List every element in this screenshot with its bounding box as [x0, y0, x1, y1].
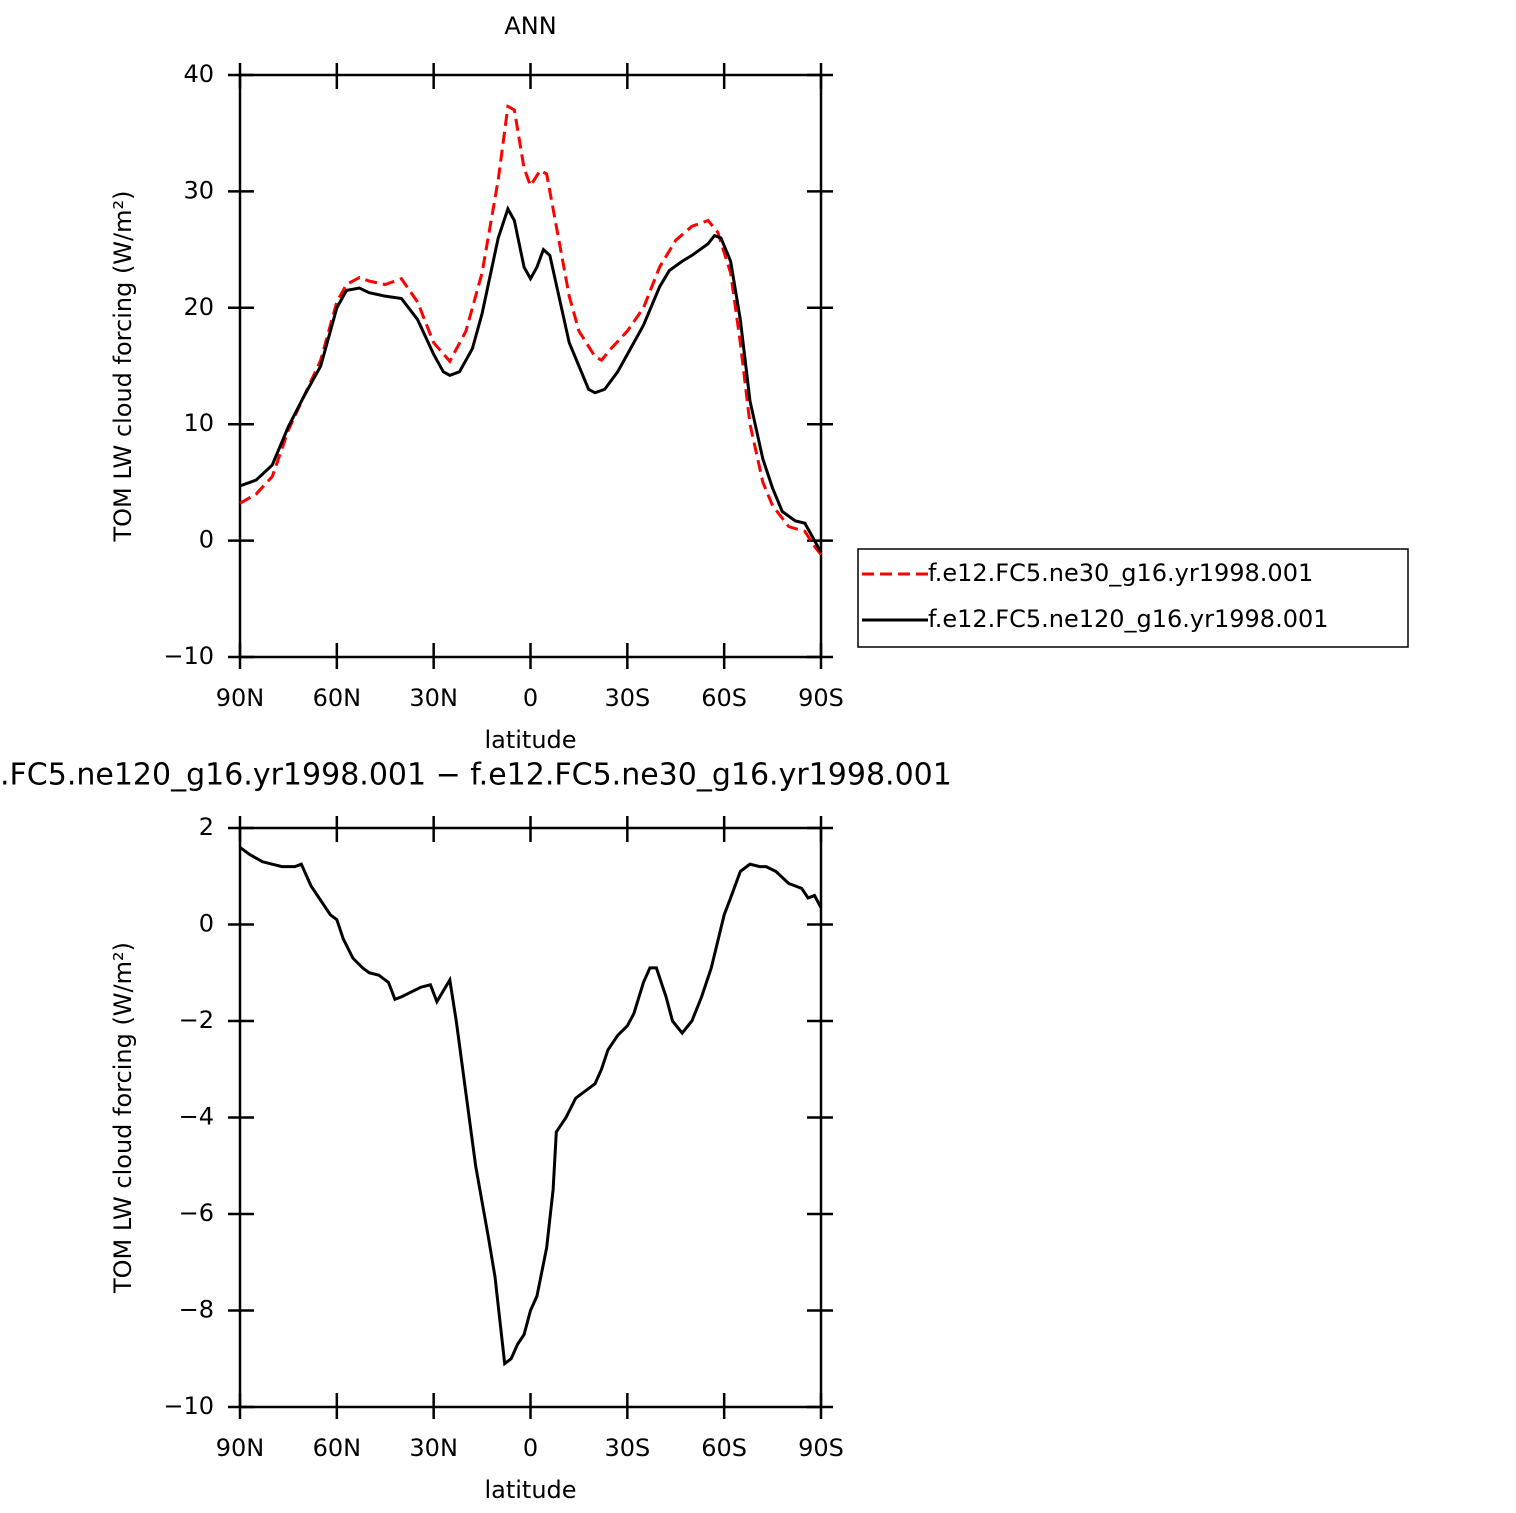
legend-label: f.e12.FC5.ne30_g16.yr1998.001 — [928, 559, 1313, 587]
x-tick-label: 60N — [313, 684, 362, 712]
plot-frame — [238, 73, 823, 659]
y-tick-label: 0 — [199, 910, 214, 938]
x-tick-label: 90N — [216, 684, 265, 712]
y-tick-label: −10 — [163, 642, 214, 670]
legend-label: f.e12.FC5.ne120_g16.yr1998.001 — [928, 605, 1329, 633]
y-tick-label: 30 — [183, 176, 214, 204]
y-tick-label: −8 — [179, 1296, 214, 1324]
y-axis-label: TOM LW cloud forcing (W/m²) — [109, 191, 137, 543]
x-axis-label: latitude — [484, 1476, 576, 1504]
x-tick-label: 30S — [604, 684, 650, 712]
data-line — [239, 205, 823, 553]
y-tick-label: 10 — [183, 409, 214, 437]
y-tick-label: −6 — [179, 1199, 214, 1227]
data-line — [239, 104, 823, 556]
y-tick-label: 2 — [199, 813, 214, 841]
chart-title: ANN — [504, 12, 556, 40]
x-tick-label: 60S — [701, 684, 747, 712]
x-tick-label: 30N — [409, 1434, 458, 1462]
legend-box — [857, 548, 1409, 648]
x-tick-label: 30N — [409, 684, 458, 712]
x-tick-label: 90S — [798, 684, 844, 712]
x-tick-label: 0 — [523, 684, 538, 712]
y-tick-label: 20 — [183, 293, 214, 321]
x-tick-label: 60S — [701, 1434, 747, 1462]
x-tick-label: 90N — [216, 1434, 265, 1462]
chart-title: .FC5.ne120_g16.yr1998.001 − f.e12.FC5.ne… — [0, 758, 952, 793]
data-line — [239, 846, 823, 1367]
y-tick-label: 40 — [183, 60, 214, 88]
y-tick-label: −10 — [163, 1392, 214, 1420]
x-axis-label: latitude — [484, 726, 576, 754]
x-tick-label: 90S — [798, 1434, 844, 1462]
y-tick-label: −2 — [179, 1006, 214, 1034]
x-tick-label: 60N — [313, 1434, 362, 1462]
x-tick-label: 0 — [523, 1434, 538, 1462]
y-axis-label: TOM LW cloud forcing (W/m²) — [109, 942, 137, 1294]
plot-frame — [238, 826, 823, 1409]
y-tick-label: 0 — [199, 526, 214, 554]
x-tick-label: 30S — [604, 1434, 650, 1462]
y-tick-label: −4 — [179, 1103, 214, 1131]
